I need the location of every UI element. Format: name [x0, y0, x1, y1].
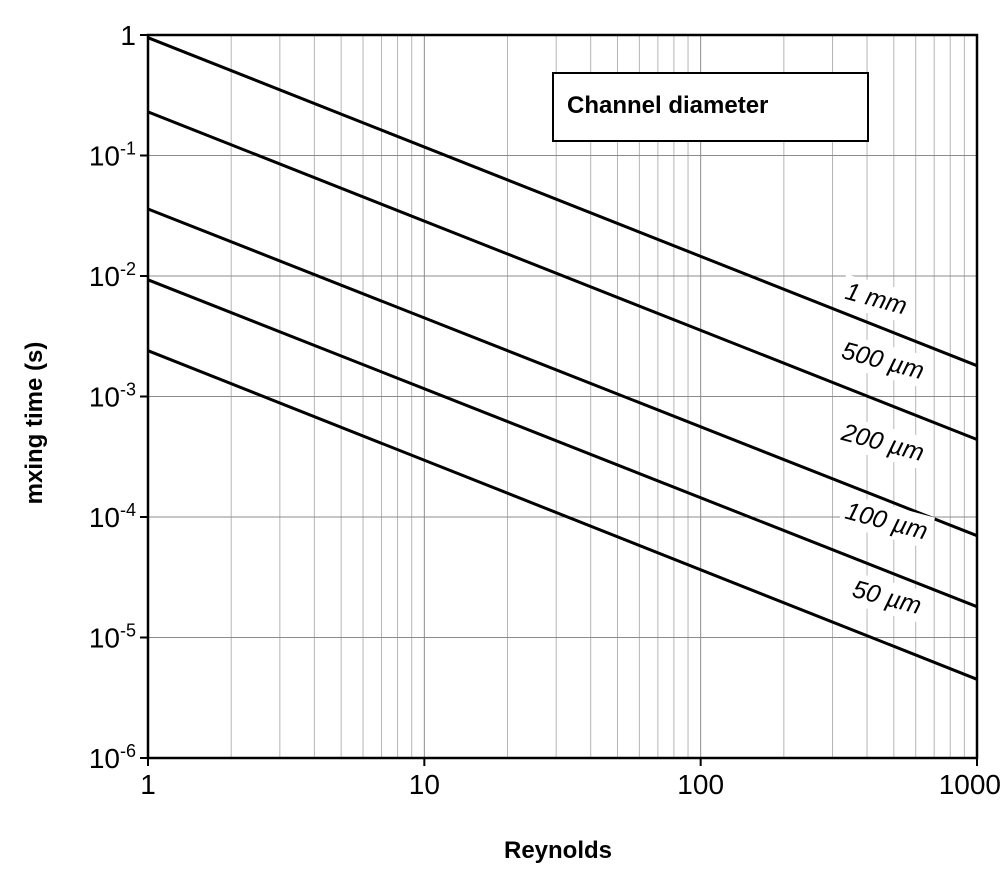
x-tick-label: 10: [409, 769, 440, 800]
legend-title: Channel diameter: [567, 92, 768, 119]
legend-box: Channel diameter: [552, 72, 869, 142]
y-axis-ticks: 1 10-1 10-2 10-3 10-4 10-5 10-6: [89, 20, 148, 774]
y-tick-label: 10-1: [89, 139, 136, 172]
y-tick-label: 10-4: [89, 500, 136, 533]
y-tick-label: 10-5: [89, 621, 136, 654]
y-tick-label: 10-6: [89, 741, 136, 774]
series-lines: [147, 36, 978, 681]
series-label-background: [833, 415, 932, 470]
y-tick-label: 10-3: [89, 380, 136, 413]
series-line: [147, 278, 978, 609]
series-label: 200 µm: [833, 415, 932, 470]
y-axis-title: mxing time (s): [21, 342, 48, 505]
series-label-background: [845, 571, 929, 624]
x-tick-label: 1: [140, 769, 156, 800]
series-label-background: [837, 493, 936, 549]
y-tick-label: 10-2: [89, 259, 136, 292]
grid: [147, 34, 977, 759]
x-tick-label: 100: [677, 769, 724, 800]
series-label-text: 200 µm: [838, 418, 927, 467]
y-tick-label: 1: [120, 20, 136, 51]
x-axis-ticks: 1 10 100 1000: [140, 758, 1001, 800]
series-label-text: 500 µm: [839, 336, 927, 385]
series-label: 100 µm: [837, 493, 936, 549]
series-label-background: [837, 274, 915, 324]
series-line: [147, 349, 978, 681]
x-tick-label: 1000: [939, 769, 1001, 800]
series-line: [147, 110, 978, 441]
series-line: [147, 36, 978, 368]
series-label-text: 100 µm: [842, 497, 930, 546]
x-axis-title: Reynolds: [504, 837, 612, 864]
series-label-background: [834, 333, 932, 389]
series-line: [147, 207, 978, 538]
